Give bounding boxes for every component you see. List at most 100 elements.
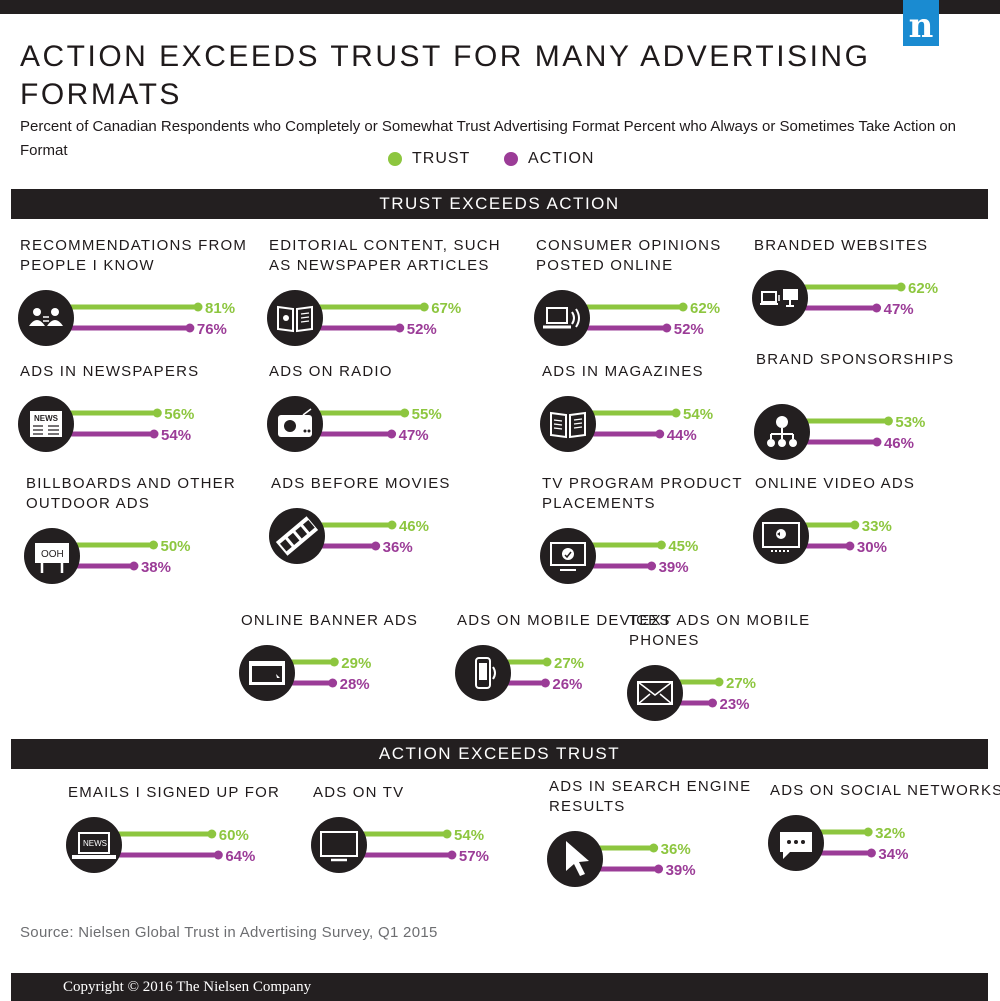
format-label: ADS IN SEARCH ENGINE RESULTS (549, 778, 752, 815)
action-value-label: 57% (459, 848, 489, 865)
format-label: EDITORIAL CONTENT, SUCH AS NEWSPAPER ART… (269, 237, 501, 274)
format-label: ADS IN NEWSPAPERS (20, 363, 200, 380)
format-chart: 53%46% (754, 404, 925, 460)
format-label: ONLINE BANNER ADS (241, 612, 419, 629)
legend-action: ACTION (504, 150, 594, 168)
source-note: Source: Nielsen Global Trust in Advertis… (20, 924, 438, 941)
trust-bar-end (207, 829, 217, 839)
format-item: ADS BEFORE MOVIES 46% 36% (269, 474, 511, 594)
trust-value-label: 60% (219, 827, 249, 844)
trust-bar-end (863, 827, 873, 837)
action-bar-end (707, 698, 717, 708)
format-label: EMAILS I SIGNED UP FOR (68, 784, 280, 801)
action-bar-end (655, 429, 665, 439)
trust-bar-end (419, 302, 429, 312)
trust-value-label: 62% (690, 300, 720, 317)
format-item: EMAILS I SIGNED UP FOR 60% 64% NEWS (66, 783, 308, 903)
format-chart: 50% 38% OOH (24, 528, 191, 584)
newspaper-icon: NEWS (18, 396, 74, 452)
trust-value-label: 54% (683, 406, 713, 423)
laptop-broadcast-icon (534, 290, 590, 346)
format-label: BRANDED WEBSITES (754, 237, 929, 254)
devices-icon (752, 270, 808, 326)
trust-value-label: 32% (875, 825, 905, 842)
action-value-label: 30% (857, 539, 887, 556)
format-item: BRAND SPONSORSHIPS 53% 46% (754, 350, 996, 470)
format-chart: 45%39% (540, 528, 698, 584)
trust-value-label: 33% (862, 518, 892, 535)
section-action-exceeds-trust: ACTION EXCEEDS TRUST (11, 739, 988, 769)
action-bar-end (872, 303, 882, 313)
action-value-label: 39% (666, 862, 696, 879)
trust-bar-end (152, 408, 162, 418)
format-item: ADS IN NEWSPAPERS 56% 54% NEWS (18, 362, 260, 482)
format-label: ADS ON MOBILE DEVICES (457, 612, 671, 629)
action-value-label: 54% (161, 427, 191, 444)
trust-bar-end (883, 416, 893, 426)
top-bar (0, 0, 1000, 14)
action-value-label: 46% (884, 435, 914, 452)
org-chart-icon (754, 404, 810, 460)
trust-bar-end (400, 408, 410, 418)
trust-bar-end (649, 843, 659, 853)
trust-bar-end (678, 302, 688, 312)
format-label: TEXT ADS ON MOBILE PHONES (629, 612, 811, 649)
mobile-phone-icon (455, 645, 511, 701)
format-item: ADS ON TV 54% 57% (311, 783, 553, 903)
trust-bar-end (542, 657, 552, 667)
action-value-label: 52% (674, 321, 704, 338)
trust-value-label: 50% (161, 538, 191, 555)
trust-value-label: 56% (164, 406, 194, 423)
action-bar-end (654, 864, 664, 874)
format-label: ONLINE VIDEO ADS (755, 475, 916, 492)
format-item: EDITORIAL CONTENT, SUCH AS NEWSPAPER ART… (267, 236, 509, 356)
action-bar-end (447, 850, 457, 860)
trust-dot-icon (388, 152, 402, 166)
trust-bar-end (896, 282, 906, 292)
trust-value-label: 81% (205, 300, 235, 317)
format-item: CONSUMER OPINIONS POSTED ONLINE 62% 52% (534, 236, 776, 356)
trust-bar-end (850, 520, 860, 530)
action-bar-end (213, 850, 223, 860)
laptop-news-icon: NEWS (66, 817, 122, 873)
action-value-label: 76% (197, 321, 227, 338)
trust-value-label: 53% (895, 414, 925, 431)
svg-text:NEWS: NEWS (34, 414, 59, 423)
open-magazine-icon (267, 290, 323, 346)
action-bar-end (845, 541, 855, 551)
format-label: RECOMMENDATIONS FROM PEOPLE I KNOW (20, 237, 248, 274)
action-value-label: 47% (399, 427, 429, 444)
format-chart: 32%34% (768, 815, 908, 871)
page-subtitle: Percent of Canadian Respondents who Comp… (20, 118, 957, 159)
trust-value-label: 62% (908, 280, 938, 297)
action-value-label: 47% (884, 301, 914, 318)
action-bar-end (387, 429, 397, 439)
trust-bar-end (656, 540, 666, 550)
format-label: BRAND SPONSORSHIPS (756, 351, 955, 368)
page-title: ACTION EXCEEDS TRUST FOR MANY ADVERTISIN… (20, 40, 871, 111)
legend-action-label: ACTION (528, 150, 595, 167)
legend-trust-label: TRUST (412, 150, 471, 167)
radio-icon (267, 396, 323, 452)
format-label: ADS ON SOCIAL NETWORKS (770, 782, 1000, 799)
format-label: ADS ON TV (313, 784, 405, 801)
trust-value-label: 54% (454, 827, 484, 844)
svg-text:NEWS: NEWS (83, 839, 107, 848)
section-trust-exceeds-action: TRUST EXCEEDS ACTION (11, 189, 988, 219)
trust-bar-end (714, 677, 724, 687)
action-bar-end (662, 323, 672, 333)
format-chart: 55%47% (267, 396, 442, 452)
cursor-arrow-icon (547, 831, 603, 887)
format-item: ADS IN MAGAZINES 54% 44% (540, 362, 782, 482)
svg-text:OOH: OOH (41, 549, 64, 560)
format-chart: 81%76% (18, 290, 235, 346)
format-chart: 36%39% (547, 831, 696, 887)
format-item: ADS ON RADIO 55% 47% (267, 362, 509, 482)
action-value-label: 34% (878, 846, 908, 863)
trust-value-label: 45% (668, 538, 698, 555)
video-player-icon (753, 508, 809, 564)
trust-bar-end (329, 657, 339, 667)
format-item: BILLBOARDS AND OTHER OUTDOOR ADS 50% 38% OO… (24, 474, 266, 594)
format-chart: 60% 64% NEWS (66, 817, 255, 873)
trust-value-label: 46% (399, 518, 429, 535)
